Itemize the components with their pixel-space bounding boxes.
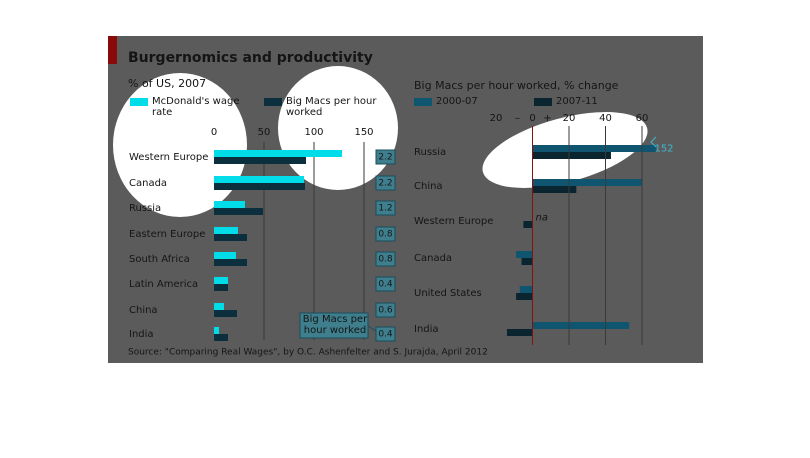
category-label: Western Europe (414, 216, 493, 227)
side-box (375, 326, 396, 342)
category-label: Latin America (129, 279, 198, 290)
bar (214, 234, 247, 241)
bar (214, 208, 263, 215)
side-value: 0.8 (378, 255, 393, 265)
bar (516, 293, 533, 300)
sign-label: + (543, 113, 551, 124)
category-label: Canada (414, 253, 452, 264)
side-box (375, 149, 396, 165)
x-tick-label: 60 (636, 113, 649, 124)
bar (506, 329, 533, 336)
bars-group (506, 145, 656, 336)
annotation-arrow (367, 325, 377, 332)
side-value: 2.2 (378, 179, 392, 189)
sign-label: – (515, 113, 520, 124)
bar (532, 145, 656, 152)
bar (214, 310, 237, 317)
bar (214, 201, 245, 208)
x-tick-label: 0 (211, 127, 217, 138)
bar (214, 284, 228, 291)
page-title: Burgernomics and productivity (128, 50, 373, 66)
category-label: India (414, 324, 439, 335)
bar (532, 186, 577, 193)
bar (523, 221, 533, 228)
bar (532, 152, 611, 159)
category-label: Russia (414, 147, 446, 158)
bar (532, 179, 642, 186)
chart-title: Big Macs per hour worked, % change (414, 79, 619, 92)
legend-swatch (534, 98, 552, 106)
legend-swatch (264, 98, 282, 106)
legend-label: 2000-07 (436, 96, 478, 107)
value-label: na (536, 213, 548, 224)
bar (214, 327, 219, 334)
side-box (375, 302, 396, 318)
bar (214, 259, 247, 266)
x-tick-label: 0 (529, 113, 535, 124)
category-label: South Africa (129, 254, 190, 265)
bar (519, 286, 533, 293)
bar (214, 277, 228, 284)
category-label: Eastern Europe (129, 229, 205, 240)
bar (214, 157, 306, 164)
legend-label: McDonald's wage rate (152, 96, 240, 118)
source: Source: "Comparing Real Wages", by O.C. … (128, 348, 488, 358)
side-value: 1.2 (378, 204, 392, 214)
bar (214, 176, 304, 183)
category-label: Canada (129, 178, 167, 189)
annotation: Big Macs per hour worked (302, 314, 368, 336)
side-value: 0.4 (378, 280, 393, 290)
clip-arrow (650, 136, 657, 148)
side-box (375, 226, 396, 242)
x-tick-label: 150 (354, 127, 373, 138)
chart-title: % of US, 2007 (128, 77, 206, 90)
x-tick-label: 100 (304, 127, 323, 138)
bar (214, 334, 228, 341)
category-label: Western Europe (129, 152, 208, 163)
category-label: United States (414, 288, 482, 299)
bar (516, 251, 533, 258)
legend-label: 2007-11 (556, 96, 598, 107)
legend-swatch (414, 98, 432, 106)
bar (214, 183, 305, 190)
bar (214, 227, 238, 234)
category-label: Russia (129, 203, 161, 214)
bar (521, 258, 533, 265)
side-value: 0.4 (378, 330, 393, 340)
legend-label: Big Macs per hour worked (286, 96, 377, 118)
x-tick-label: 40 (599, 113, 612, 124)
side-value: 0.6 (378, 306, 393, 316)
category-label: India (129, 329, 154, 340)
legend-swatch (130, 98, 148, 106)
bar (214, 252, 236, 259)
side-value: 0.8 (378, 230, 393, 240)
value-label: 152 (654, 144, 673, 155)
side-box (375, 175, 396, 191)
annotation-box (299, 312, 369, 339)
x-tick-label: 20 (563, 113, 576, 124)
x-tick-label: 20 (490, 113, 503, 124)
highlight (113, 73, 247, 217)
bar (214, 303, 224, 310)
highlight (278, 66, 398, 190)
category-label: China (129, 305, 158, 316)
side-box (375, 251, 396, 267)
bar (532, 322, 630, 329)
side-box (375, 200, 396, 216)
x-tick-label: 50 (258, 127, 271, 138)
bar (214, 150, 342, 157)
category-label: China (414, 181, 443, 192)
side-box (375, 276, 396, 292)
red-tag (108, 36, 117, 64)
side-value: 2.2 (378, 153, 392, 163)
